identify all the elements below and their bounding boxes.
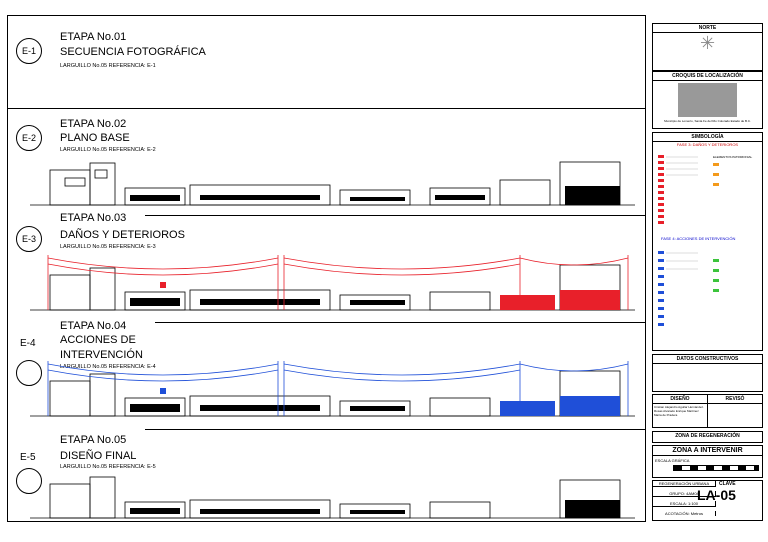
- stage-title: ETAPA No.03: [60, 212, 127, 224]
- location-box: CROQUIS DE LOCALIZACIÓN Municipio de Lom…: [652, 71, 763, 129]
- stage-subtitle: SECUENCIA FOTOGRÁFICA: [60, 46, 206, 58]
- scale-bar-label: ESCALA GRÁFICA: [655, 458, 690, 463]
- zona-regen-box: ZONA DE REGENERACIÓN: [652, 431, 763, 443]
- stage-title: ETAPA No.01: [60, 31, 127, 43]
- stage-reference: LARGUILLO No.05 REFERENCIA: E-3: [60, 244, 156, 250]
- sheet-code: LA-05: [697, 487, 736, 503]
- stage-divider: [145, 215, 645, 216]
- stage-reference: LARGUILLO No.05 REFERENCIA: E-4: [60, 364, 156, 370]
- zona-intervenir-box: ZONA A INTERVENIR ESCALA GRÁFICA: [652, 445, 763, 478]
- location-map: [678, 83, 737, 117]
- escala: ESCALA: 1:100: [653, 501, 716, 507]
- location-note: Municipio de Lomerío, Santa Fe del Rio C…: [664, 119, 751, 123]
- scale-bar: [673, 465, 759, 471]
- legend-title: SIMBOLOGÍA: [653, 133, 762, 142]
- grupo: GRUPO: 4AM04: [653, 491, 716, 497]
- elevation-drawing-base: [30, 161, 635, 206]
- stage-subtitle-2: INTERVENCIÓN: [60, 349, 143, 361]
- elevation-drawing-intervention: [30, 361, 635, 417]
- datos-label: DATOS CONSTRUCTIVOS: [653, 355, 762, 364]
- stage-subtitle: ACCIONES DE: [60, 334, 136, 346]
- stage-subtitle: PLANO BASE: [60, 132, 130, 144]
- clave-label: CLAVE: [719, 481, 736, 487]
- stage-divider: [145, 429, 645, 430]
- stage-reference: LARGUILLO No.05 REFERENCIA: E-2: [60, 147, 156, 153]
- zona-regen-label: ZONA DE REGENERACIÓN: [675, 433, 740, 439]
- acotacion: ACOTACIÓN: Metros: [653, 511, 716, 516]
- compass-icon: ✳: [699, 33, 716, 53]
- stage-reference: LARGUILLO No.05 REFERENCIA: E-1: [60, 63, 156, 69]
- north-label: NORTE: [653, 24, 762, 33]
- stage-tag: E-3: [16, 226, 42, 252]
- stage-subtitle: DAÑOS Y DETERIOROS: [60, 229, 185, 241]
- reviso-label: REVISÓ: [708, 395, 762, 404]
- stage-divider: [7, 108, 645, 109]
- stage-title: ETAPA No.04: [60, 320, 127, 332]
- zona-intervenir-label: ZONA A INTERVENIR: [653, 446, 762, 456]
- phase3-label: FASE 3: DAÑOS Y DETERIOROS: [676, 142, 739, 147]
- diseno-label: DISEÑO: [653, 395, 707, 404]
- elevation-drawing-damage: [30, 255, 635, 311]
- stage-subtitle: DISEÑO FINAL: [60, 450, 137, 462]
- stage-title: ETAPA No.02: [60, 118, 127, 130]
- stage-divider: [155, 322, 645, 323]
- designers: Cristian Alejandro Aguilar Hernández. Ro…: [654, 405, 704, 417]
- stage-title: ETAPA No.05: [60, 434, 127, 446]
- datos-box: DATOS CONSTRUCTIVOS: [652, 354, 763, 392]
- stage-tag: E-2: [16, 125, 42, 151]
- stage-circle: [16, 468, 42, 494]
- elemento-label: ELEMENTOS PATRIMONIAL: [713, 155, 753, 159]
- design-box: DISEÑO Cristian Alejandro Aguilar Hernán…: [652, 394, 763, 428]
- legend-swatches: [658, 155, 719, 326]
- stage-circle: [16, 360, 42, 386]
- drawing-frame: [7, 15, 646, 522]
- stage-tag: E-4: [20, 338, 36, 349]
- stage-tag: E-1: [16, 38, 42, 64]
- stage-tag: E-5: [20, 452, 36, 463]
- elevation-drawing-final: [30, 476, 635, 519]
- location-label: CROQUIS DE LOCALIZACIÓN: [653, 72, 762, 81]
- regen-urbana: REGENERACIÓN URBANA: [653, 481, 716, 487]
- north-box: NORTE ✳: [652, 23, 763, 71]
- title-block: REGENERACIÓN URBANA CLAVE GRUPO: 4AM04 E…: [652, 480, 763, 521]
- legend-box: SIMBOLOGÍA FASE 3: DAÑOS Y DETERIOROS EL…: [652, 132, 763, 351]
- stage-reference: LARGUILLO No.05 REFERENCIA: E-5: [60, 464, 156, 470]
- phase4-label: FASE 4: ACCIONES DE INTERVENCIÓN: [661, 236, 736, 241]
